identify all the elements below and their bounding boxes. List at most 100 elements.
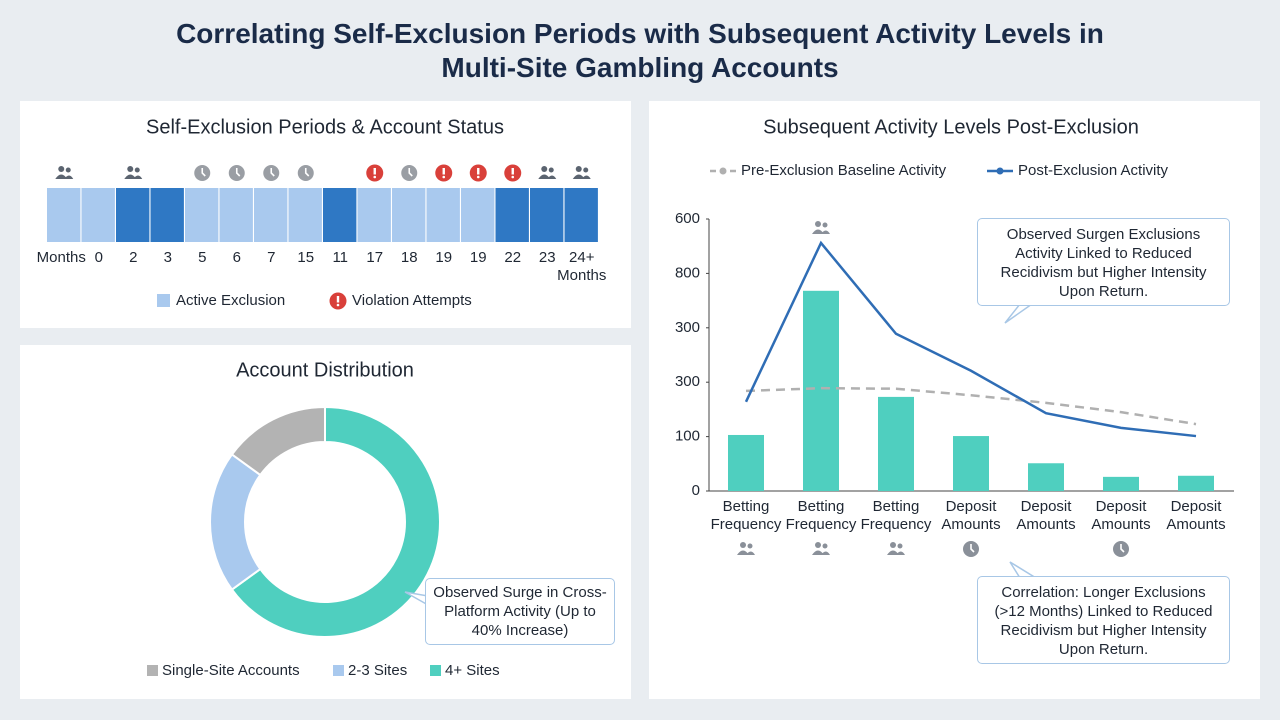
people-icon — [737, 542, 755, 555]
icon-part — [373, 175, 377, 179]
bar — [878, 396, 914, 491]
period-box — [495, 188, 529, 242]
y-tick-label: 800 — [675, 264, 700, 281]
y-tick-label: 0 — [692, 482, 700, 499]
x-tick-label: 19 — [470, 249, 487, 266]
y-tick-label: 300 — [675, 319, 700, 336]
x-tick-label: 18 — [401, 249, 418, 266]
icon-part — [235, 168, 241, 177]
legend-swatch — [430, 665, 441, 676]
clock-icon — [1113, 541, 1129, 557]
panel-title: Account Distribution — [236, 359, 414, 381]
icon-part — [812, 229, 830, 234]
icon-part — [822, 543, 828, 549]
x-tick-label: 0 — [95, 249, 103, 266]
icon-part — [336, 303, 340, 307]
icon-part — [822, 222, 828, 228]
icon-part — [477, 168, 480, 175]
clock-icon — [228, 165, 245, 181]
clock-icon — [297, 165, 314, 181]
people-icon — [538, 166, 557, 179]
clock-icon — [963, 541, 979, 557]
page-title: Correlating Self-Exclusion Periods with … — [176, 18, 1104, 83]
clock-icon — [401, 165, 418, 181]
icon-part — [336, 296, 340, 303]
people-icon — [812, 221, 830, 234]
x-tick-label: 23 — [539, 249, 556, 266]
icon-part — [442, 175, 446, 179]
x-tick-label: Deposit Amounts — [1091, 498, 1150, 533]
legend-label: Pre-Exclusion Baseline Activity — [741, 162, 947, 179]
legend-label: Active Exclusion — [176, 292, 285, 309]
icon-part — [408, 168, 413, 177]
y-tick-label: 100 — [675, 428, 700, 445]
icon-part — [58, 166, 65, 172]
people-icon — [124, 166, 143, 179]
x-tick-label: Betting Frequency — [786, 498, 857, 533]
alert-icon — [366, 164, 384, 182]
y-tick-label: 600 — [675, 210, 700, 227]
x-tick-label: 5 — [198, 249, 206, 266]
x-tick-label: 7 — [267, 249, 275, 266]
bar — [1103, 476, 1139, 491]
icon-part — [124, 174, 143, 179]
panel-title: Subsequent Activity Levels Post-Exclusio… — [763, 116, 1139, 138]
icon-part — [583, 167, 589, 173]
alert-icon — [504, 164, 522, 182]
icon-part — [127, 166, 134, 172]
period-box — [219, 188, 253, 242]
period-box — [81, 188, 115, 242]
period-box — [254, 188, 288, 242]
icon-part — [270, 168, 275, 177]
legend-label: Single-Site Accounts — [162, 662, 300, 679]
period-box — [185, 188, 219, 242]
period-box — [150, 188, 184, 242]
period-box — [426, 188, 460, 242]
legend-swatch — [157, 294, 170, 307]
legend-swatch — [333, 665, 344, 676]
x-tick-label: Betting Frequency — [711, 498, 782, 533]
people-icon — [887, 542, 905, 555]
annotation: Observed Surgen Exclusions Activity Link… — [977, 218, 1230, 306]
x-tick-label: Deposit Amounts — [941, 498, 1000, 533]
x-tick-label: 17 — [366, 249, 383, 266]
legend-dot — [996, 167, 1004, 175]
line-series — [745, 386, 1197, 426]
icon-part — [737, 550, 755, 555]
legend-label: 2-3 Sites — [348, 662, 407, 679]
alert-icon — [329, 292, 347, 310]
icon-part — [815, 542, 821, 548]
period-box — [47, 188, 81, 242]
period-box — [323, 188, 357, 242]
icon-part — [476, 175, 480, 179]
icon-part — [55, 174, 74, 179]
icon-part — [887, 550, 905, 555]
icon-part — [970, 544, 975, 553]
x-tick-label: Deposit Amounts — [1166, 498, 1225, 533]
people-icon — [55, 166, 74, 179]
icon-part — [201, 168, 206, 177]
icon-part — [373, 168, 376, 175]
donut-slice — [230, 405, 326, 477]
clock-icon — [194, 165, 211, 181]
icon-part — [538, 174, 557, 179]
y-tick-label: 300 — [675, 373, 700, 390]
x-tick-label: Betting Frequency — [861, 498, 932, 533]
period-box — [461, 188, 495, 242]
icon-part — [548, 167, 554, 173]
icon-part — [575, 166, 582, 172]
icon-part — [511, 168, 514, 175]
line-series — [744, 240, 1197, 438]
x-tick-label: 6 — [233, 249, 241, 266]
x-tick-label: 19 — [435, 249, 452, 266]
bar — [1178, 475, 1214, 491]
alert-icon — [469, 164, 487, 182]
icon-part — [890, 542, 896, 548]
legend-swatch — [147, 665, 158, 676]
icon-part — [747, 543, 753, 549]
alert-icon — [435, 164, 453, 182]
annotation: Observed Surge in Cross-Platform Activit… — [425, 578, 615, 645]
period-box — [564, 188, 598, 242]
